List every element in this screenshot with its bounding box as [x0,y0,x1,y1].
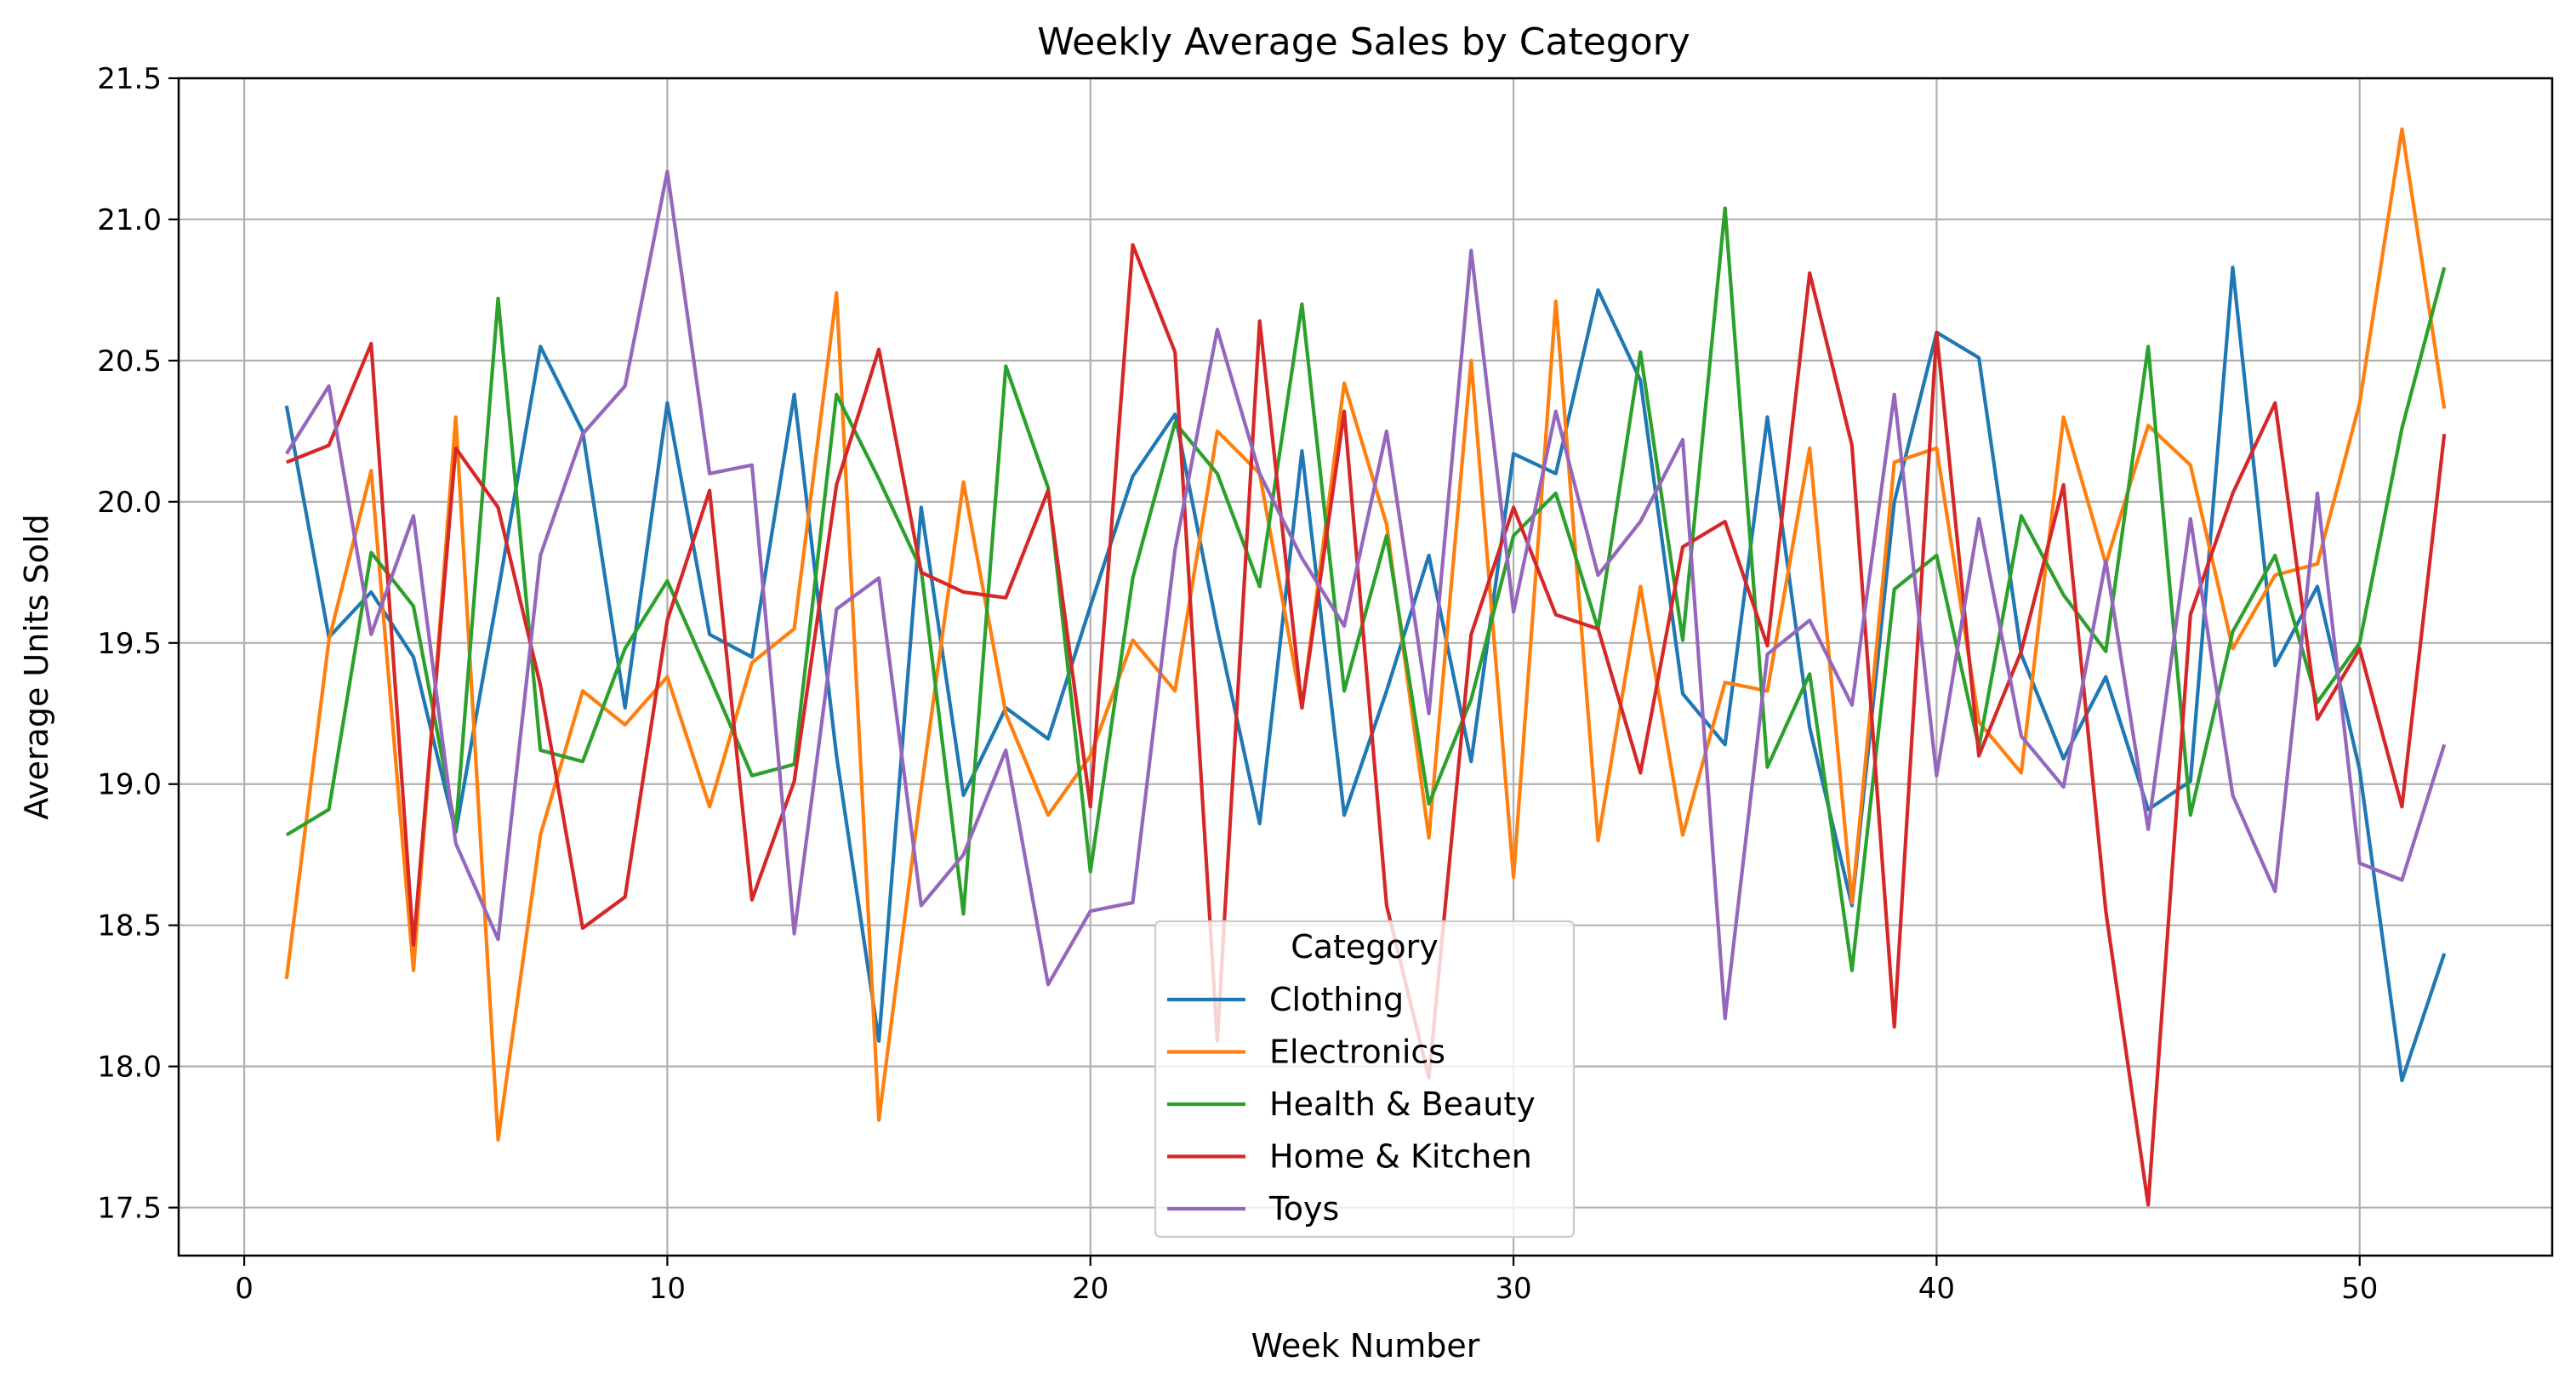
plot-series [284,127,2447,1207]
y-axis-ticks: 17.5 18.0 18.5 19.0 19.5 20.0 20.5 21.0 21.5 [97,62,179,1226]
y-tick-label: 17.5 [97,1192,162,1226]
y-tick-label: 21.0 [97,203,162,237]
legend-entry-label: Health & Beauty [1269,1085,1536,1123]
x-tick-label: 30 [1495,1272,1531,1306]
y-tick-label: 19.0 [97,768,162,802]
x-axis-label: Week Number [1251,1327,1480,1364]
x-tick-label: 50 [2341,1272,2378,1306]
legend-title: Category [1291,928,1439,966]
series-line-electronics [284,127,2447,1142]
x-tick-label: 40 [1918,1272,1955,1306]
x-axis-ticks: 0 10 20 30 40 50 [235,1256,2378,1306]
y-tick-label: 19.5 [97,627,162,661]
legend-entry-label: Clothing [1269,981,1404,1018]
series-line-home-kitchen [286,242,2447,1207]
legend-entry-label: Electronics [1269,1034,1445,1071]
series-line-toys [285,169,2447,1021]
plot-area-frame [177,77,2554,1257]
series-line-clothing [284,265,2447,1083]
legend-entry-label: Toys [1268,1190,1339,1228]
series-line-health-beauty [285,206,2447,972]
x-tick-label: 10 [649,1272,686,1306]
x-tick-label: 20 [1072,1272,1108,1306]
y-tick-label: 18.0 [97,1051,162,1085]
y-tick-label: 18.5 [97,909,162,943]
y-axis-label: Average Units Sold [18,514,55,819]
legend-box [1154,920,1576,1239]
y-tick-label: 20.5 [97,345,162,379]
y-tick-label: 20.0 [97,486,162,520]
y-tick-label: 21.5 [97,62,162,96]
legend-entry-label: Home & Kitchen [1269,1138,1532,1176]
x-tick-label: 0 [235,1272,254,1306]
legend: Category Clothing Electronics Health & Beau… [1154,920,1576,1239]
chart-title: Weekly Average Sales by Category [1037,20,1690,64]
